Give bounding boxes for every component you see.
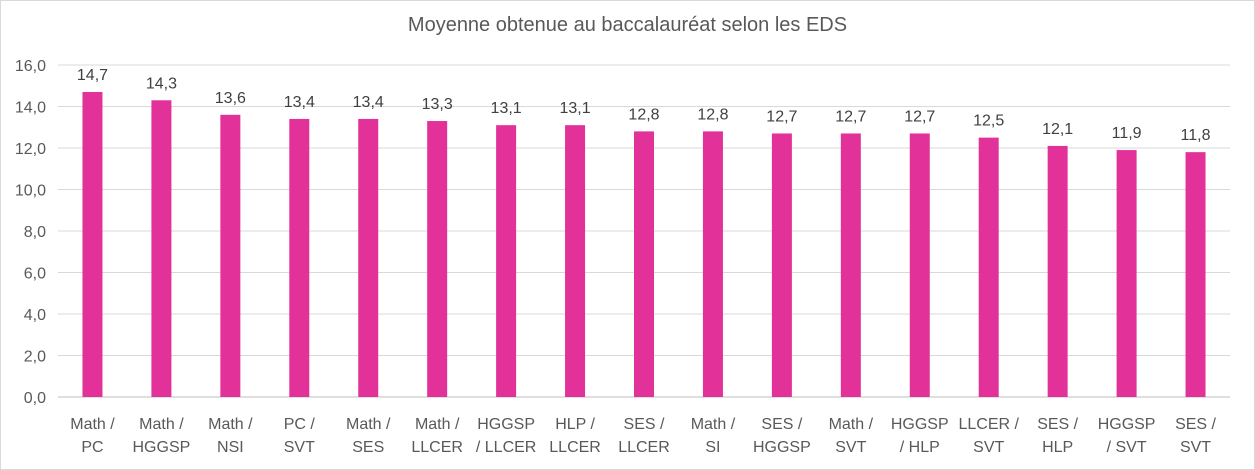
y-tick-label: 14,0	[15, 100, 46, 117]
x-tick-label: Math /	[139, 416, 184, 433]
x-tick-label: HGGSP	[1098, 416, 1156, 433]
bar	[496, 125, 517, 398]
bar	[1116, 150, 1137, 397]
x-tick-label: HGGSP	[133, 439, 191, 456]
data-label: 13,4	[284, 94, 315, 111]
y-tick-label: 4,0	[24, 307, 46, 324]
x-tick-label: HGGSP	[477, 416, 535, 433]
data-label: 12,1	[1042, 121, 1073, 138]
data-label: 12,7	[904, 108, 935, 125]
y-tick-label: 2,0	[24, 349, 46, 366]
bar	[220, 114, 241, 398]
x-tick-label: Math /	[829, 416, 874, 433]
bar	[978, 137, 999, 397]
data-label: 12,5	[973, 113, 1004, 130]
data-label: 12,7	[835, 108, 866, 125]
x-tick-label: Math /	[691, 416, 736, 433]
x-tick-label: SI	[705, 439, 720, 456]
x-tick-label: HLP /	[555, 416, 595, 433]
y-tick-label: 10,0	[15, 183, 46, 200]
x-tick-label: LLCER	[411, 439, 463, 456]
bar	[634, 131, 654, 397]
x-tick-label: NSI	[217, 439, 244, 456]
x-tick-label: PC	[81, 439, 103, 456]
x-tick-label: Math /	[346, 416, 391, 433]
x-tick-label: SVT	[835, 439, 866, 456]
y-tick-label: 16,0	[15, 58, 46, 75]
bar	[289, 118, 310, 397]
bar	[358, 118, 379, 397]
data-label: 13,3	[422, 96, 453, 113]
x-tick-label: / LLCER	[476, 439, 536, 456]
x-tick-label: SVT	[973, 439, 1004, 456]
x-tick-label: / HLP	[900, 439, 940, 456]
bar	[909, 133, 930, 397]
chart-title: Moyenne obtenue au baccalauréat selon le…	[407, 14, 848, 36]
bar	[151, 100, 172, 398]
data-label: 13,1	[559, 100, 590, 117]
x-tick-label: SES /	[1037, 416, 1078, 433]
bar	[702, 131, 723, 397]
y-tick-label: 8,0	[24, 224, 46, 241]
x-tick-label: HLP	[1042, 439, 1073, 456]
x-tick-label: / SVT	[1107, 439, 1147, 456]
x-tick-label: SVT	[284, 439, 315, 456]
bar	[771, 133, 792, 397]
data-label: 13,6	[215, 90, 246, 107]
data-label: 12,8	[697, 106, 728, 123]
data-label: 12,7	[766, 108, 797, 125]
x-tick-label: LLCER /	[958, 416, 1019, 433]
y-tick-label: 6,0	[24, 266, 46, 283]
data-label: 14,3	[146, 75, 177, 92]
x-tick-label: SES /	[624, 416, 665, 433]
data-label: 11,8	[1181, 127, 1211, 144]
y-tick-label: 0,0	[24, 390, 46, 407]
bar	[1047, 145, 1068, 397]
bar	[1185, 152, 1206, 397]
data-label: 12,8	[628, 106, 659, 123]
x-tick-label: SES /	[1175, 416, 1216, 433]
x-tick-label: SVT	[1180, 439, 1211, 456]
bar	[565, 125, 586, 398]
data-label: 11,9	[1112, 125, 1142, 142]
x-tick-label: HGGSP	[753, 439, 811, 456]
bar	[82, 91, 103, 397]
x-tick-label: PC /	[284, 416, 316, 433]
data-label: 13,4	[353, 94, 384, 111]
x-tick-label: HGGSP	[891, 416, 949, 433]
bar	[427, 121, 448, 398]
data-label: 14,7	[77, 67, 108, 84]
x-tick-label: Math /	[415, 416, 460, 433]
bar	[840, 133, 861, 397]
y-tick-label: 12,0	[15, 141, 46, 158]
x-tick-label: LLCER	[549, 439, 601, 456]
x-tick-label: Math /	[70, 416, 115, 433]
x-tick-label: LLCER	[618, 439, 670, 456]
data-label: 13,1	[491, 100, 522, 117]
x-tick-label: SES /	[761, 416, 802, 433]
x-tick-label: SES	[352, 439, 384, 456]
x-tick-label: Math /	[208, 416, 253, 433]
